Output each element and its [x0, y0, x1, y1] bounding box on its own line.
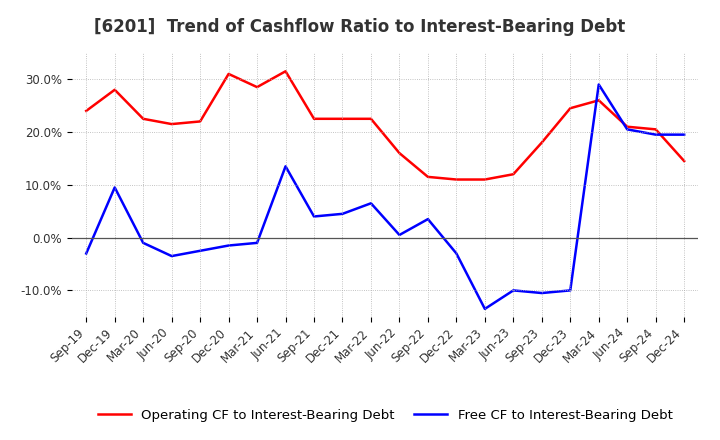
Operating CF to Interest-Bearing Debt	[395, 150, 404, 156]
Free CF to Interest-Bearing Debt	[423, 216, 432, 222]
Operating CF to Interest-Bearing Debt	[310, 116, 318, 121]
Free CF to Interest-Bearing Debt	[139, 240, 148, 246]
Free CF to Interest-Bearing Debt	[338, 211, 347, 216]
Free CF to Interest-Bearing Debt	[452, 251, 461, 256]
Free CF to Interest-Bearing Debt	[282, 164, 290, 169]
Operating CF to Interest-Bearing Debt	[253, 84, 261, 90]
Free CF to Interest-Bearing Debt	[253, 240, 261, 246]
Operating CF to Interest-Bearing Debt	[452, 177, 461, 182]
Line: Operating CF to Interest-Bearing Debt: Operating CF to Interest-Bearing Debt	[86, 71, 684, 180]
Operating CF to Interest-Bearing Debt	[139, 116, 148, 121]
Free CF to Interest-Bearing Debt	[680, 132, 688, 137]
Operating CF to Interest-Bearing Debt	[82, 108, 91, 114]
Free CF to Interest-Bearing Debt	[196, 248, 204, 253]
Free CF to Interest-Bearing Debt	[82, 251, 91, 256]
Free CF to Interest-Bearing Debt	[566, 288, 575, 293]
Operating CF to Interest-Bearing Debt	[680, 158, 688, 164]
Legend: Operating CF to Interest-Bearing Debt, Free CF to Interest-Bearing Debt: Operating CF to Interest-Bearing Debt, F…	[91, 403, 680, 429]
Free CF to Interest-Bearing Debt	[366, 201, 375, 206]
Line: Free CF to Interest-Bearing Debt: Free CF to Interest-Bearing Debt	[86, 84, 684, 309]
Operating CF to Interest-Bearing Debt	[566, 106, 575, 111]
Free CF to Interest-Bearing Debt	[652, 132, 660, 137]
Operating CF to Interest-Bearing Debt	[338, 116, 347, 121]
Operating CF to Interest-Bearing Debt	[537, 140, 546, 145]
Operating CF to Interest-Bearing Debt	[480, 177, 489, 182]
Free CF to Interest-Bearing Debt	[167, 253, 176, 259]
Free CF to Interest-Bearing Debt	[310, 214, 318, 219]
Operating CF to Interest-Bearing Debt	[652, 127, 660, 132]
Free CF to Interest-Bearing Debt	[595, 82, 603, 87]
Free CF to Interest-Bearing Debt	[623, 127, 631, 132]
Operating CF to Interest-Bearing Debt	[595, 98, 603, 103]
Operating CF to Interest-Bearing Debt	[509, 172, 518, 177]
Operating CF to Interest-Bearing Debt	[225, 71, 233, 77]
Operating CF to Interest-Bearing Debt	[623, 124, 631, 129]
Operating CF to Interest-Bearing Debt	[423, 174, 432, 180]
Operating CF to Interest-Bearing Debt	[196, 119, 204, 124]
Free CF to Interest-Bearing Debt	[509, 288, 518, 293]
Free CF to Interest-Bearing Debt	[395, 232, 404, 238]
Text: [6201]  Trend of Cashflow Ratio to Interest-Bearing Debt: [6201] Trend of Cashflow Ratio to Intere…	[94, 18, 625, 36]
Operating CF to Interest-Bearing Debt	[282, 69, 290, 74]
Free CF to Interest-Bearing Debt	[480, 306, 489, 312]
Operating CF to Interest-Bearing Debt	[110, 87, 119, 92]
Operating CF to Interest-Bearing Debt	[167, 121, 176, 127]
Free CF to Interest-Bearing Debt	[110, 185, 119, 190]
Free CF to Interest-Bearing Debt	[537, 290, 546, 296]
Free CF to Interest-Bearing Debt	[225, 243, 233, 248]
Operating CF to Interest-Bearing Debt	[366, 116, 375, 121]
